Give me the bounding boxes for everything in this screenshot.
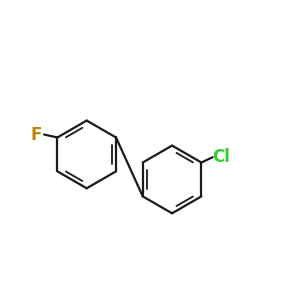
Text: F: F xyxy=(30,125,42,143)
Text: Cl: Cl xyxy=(212,148,230,166)
